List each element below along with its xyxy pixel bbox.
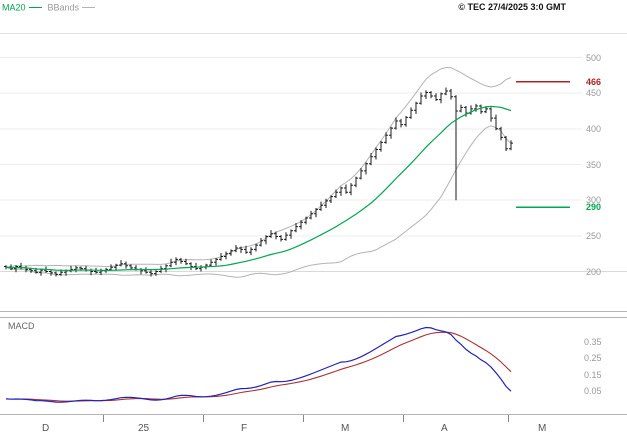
macd-line	[5, 326, 512, 403]
legend-bbands-label: BBands	[47, 2, 80, 13]
chart-header: MA20 BBands	[2, 2, 101, 13]
legend-ma20-label: MA20	[2, 2, 26, 13]
macd-signal-line	[5, 331, 512, 402]
bbands-line-sample-icon	[82, 6, 96, 8]
ma20-line-sample-icon	[28, 6, 42, 8]
copyright-text: © TEC 27/4/2025 3:0 GMT	[458, 2, 566, 12]
bollinger-lower-line	[5, 125, 512, 278]
price-bars	[4, 87, 513, 277]
macd-panel-label: MACD	[8, 321, 35, 331]
bollinger-upper-line	[5, 66, 512, 268]
ma20-line	[5, 105, 512, 272]
